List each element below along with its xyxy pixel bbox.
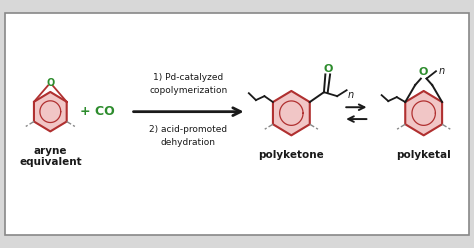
Text: O: O	[323, 63, 332, 73]
Text: copolymerization: copolymerization	[149, 86, 228, 95]
Text: n: n	[347, 90, 354, 100]
Text: dehydration: dehydration	[161, 138, 216, 147]
Text: 2) acid-promoted: 2) acid-promoted	[149, 125, 228, 134]
Text: + CO: + CO	[80, 105, 115, 118]
Text: polyketone: polyketone	[258, 150, 324, 159]
Polygon shape	[34, 92, 67, 131]
Text: n: n	[438, 66, 445, 76]
Polygon shape	[405, 91, 442, 135]
Text: polyketal: polyketal	[396, 150, 451, 159]
Text: 1) Pd-catalyzed: 1) Pd-catalyzed	[153, 73, 223, 82]
Polygon shape	[273, 91, 310, 135]
Text: aryne: aryne	[34, 146, 67, 156]
FancyBboxPatch shape	[5, 13, 469, 235]
Text: equivalent: equivalent	[19, 157, 82, 167]
Text: O: O	[419, 67, 428, 77]
Text: O: O	[46, 78, 55, 88]
